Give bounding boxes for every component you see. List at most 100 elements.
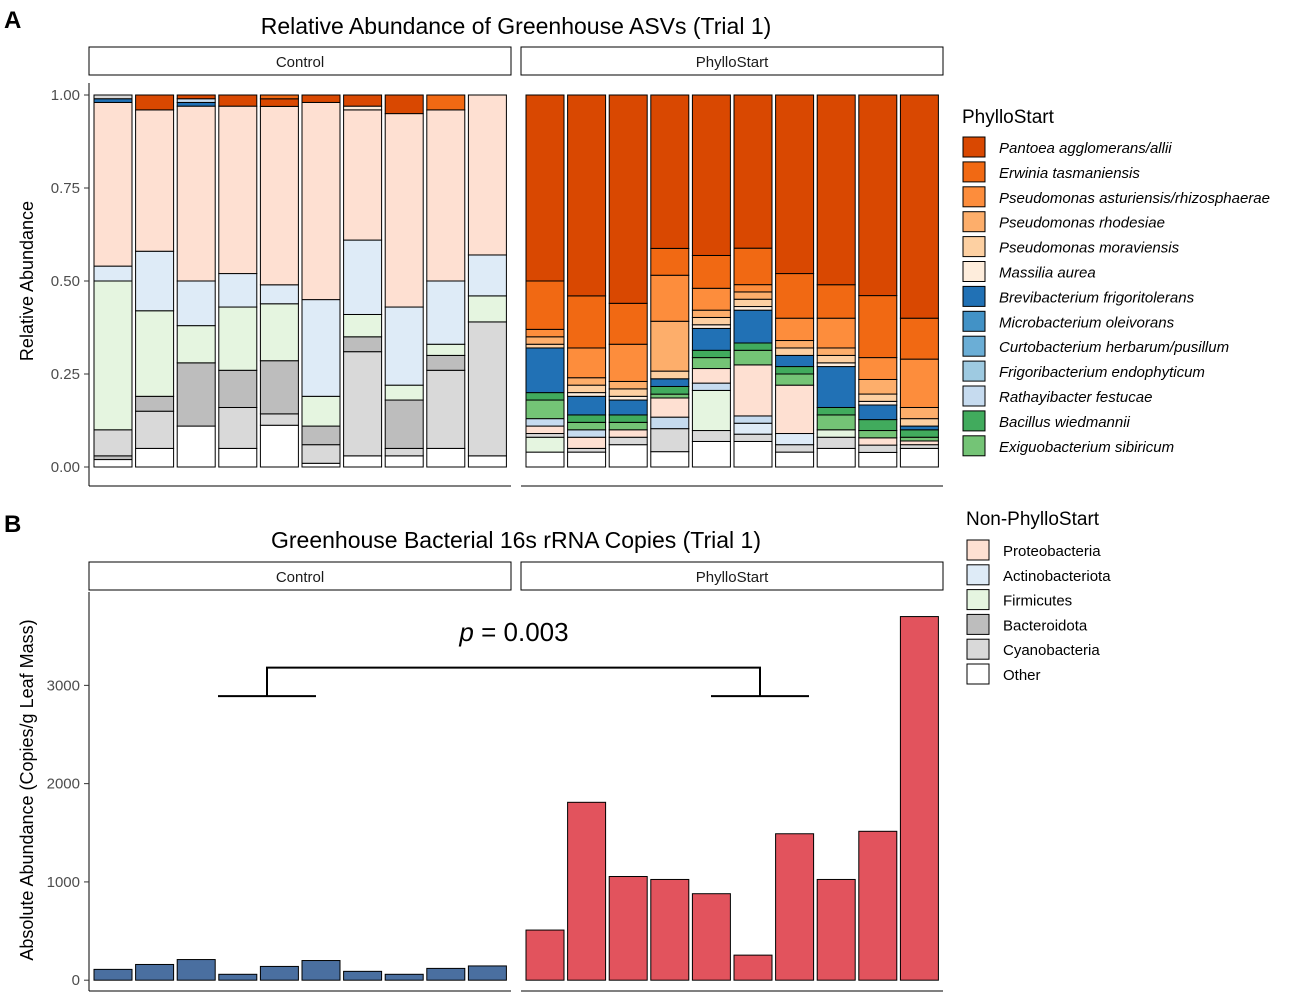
bar-control-2: [135, 963, 175, 981]
bars-b: [93, 616, 939, 981]
segment-proteobacteria: [176, 105, 216, 282]
segment-pseudomonas-asturiensis-rhizosphaerae: [650, 274, 690, 322]
segment-brevibacterium-frigoritolerans: [899, 425, 939, 431]
segment-cyanobacteria: [93, 94, 133, 100]
segment-erwinia-tasmaniensis: [525, 280, 565, 330]
segment-brevibacterium-frigoritolerans: [525, 347, 565, 394]
legend-label: Exiguobacterium sibiricum: [999, 439, 1174, 456]
chart-a-title: Relative Abundance of Greenhouse ASVs (T…: [261, 13, 772, 39]
legend-item-other: Other: [966, 663, 1041, 685]
segment-cyanobacteria: [259, 413, 299, 426]
segment-actinobacteriota: [384, 306, 424, 386]
segment-bacillus-wiedmannii: [608, 414, 648, 423]
segment-actinobacteriota: [343, 239, 383, 315]
bar-phyllostart-7: [775, 833, 815, 981]
stacked-bar-control-6: [301, 94, 341, 468]
segment-firmicutes: [384, 384, 424, 401]
y-ticks-a: 0.00 0.25 0.50 0.75 1.00: [51, 87, 89, 476]
segment-cyanobacteria: [899, 444, 939, 449]
legend-item-rathayibacter-festucae: Rathayibacter festucae: [962, 385, 1152, 407]
segment-firmicutes: [426, 343, 466, 356]
segment-actinobacteriota: [135, 250, 175, 312]
segment-pseudomonas-rhodesiae: [691, 309, 731, 318]
p-value-number: = 0.003: [474, 617, 569, 647]
segment-brevibacterium-frigoritolerans: [176, 101, 216, 107]
segment-massilia-aurea: [858, 400, 898, 406]
segment-firmicutes: [301, 395, 341, 427]
y-axis-label-a: Relative Abundance: [17, 201, 37, 361]
segment-cyanobacteria: [650, 428, 690, 453]
segment-exiguobacterium-sibiricum: [608, 421, 648, 431]
segment-bacillus-wiedmannii: [650, 385, 690, 395]
p-value-label: p = 0.003: [458, 617, 568, 647]
stacked-bar-phyllostart-6: [733, 94, 773, 468]
segment-firmicutes: [467, 295, 507, 323]
segment-bacteroidota: [426, 354, 466, 371]
segment-rathayibacter-festucae: [733, 415, 773, 424]
legend-label: Curtobacterium herbarum/pusillum: [999, 339, 1229, 356]
stacked-bar-phyllostart-10: [899, 94, 939, 468]
segment-other: [343, 455, 383, 468]
segment-pseudomonas-asturiensis-rhizosphaerae: [899, 358, 939, 408]
legend-swatch: [962, 410, 986, 432]
facet-strip-b-phyllostart: PhylloStart: [520, 561, 944, 591]
segment-pseudomonas-asturiensis-rhizosphaerae: [775, 317, 815, 342]
segment-other: [259, 424, 299, 468]
legend-item-pseudomonas-moraviensis: Pseudomonas moraviensis: [962, 236, 1180, 258]
segment-cyanobacteria: [733, 433, 773, 442]
segment-firmicutes: [816, 429, 856, 438]
segment-proteobacteria: [135, 109, 175, 252]
bar-phyllostart-10: [899, 616, 939, 981]
segment-erwinia-tasmaniensis: [733, 247, 773, 286]
y-ticks-b: 0 1000 2000 3000: [47, 677, 89, 989]
y-tick-label: 0.75: [51, 180, 80, 197]
facet-label-b-control: Control: [276, 569, 324, 586]
segment-pantoea-agglomerans-allii: [301, 94, 341, 103]
segment-actinobacteriota: [467, 254, 507, 297]
y-tick-label: 0: [72, 972, 80, 989]
bar-control-10: [467, 965, 507, 981]
legend-item-pseudomonas-asturiensis-rhizosphaerae: Pseudomonas asturiensis/rhizosphaerae: [962, 186, 1270, 208]
segment-pseudomonas-rhodesiae: [733, 291, 773, 300]
segment-pseudomonas-moraviensis: [899, 418, 939, 427]
y-tick-label: 1000: [47, 874, 80, 891]
legend-item-microbacterium-oleivorans: Microbacterium oleivorans: [962, 310, 1175, 332]
segment-pantoea-agglomerans-allii: [608, 94, 648, 304]
bar-control-5: [259, 965, 299, 981]
legend-swatch: [962, 360, 986, 382]
segment-other: [426, 447, 466, 468]
y-tick-label: 0.00: [51, 459, 80, 476]
segment-proteobacteria: [218, 105, 258, 275]
segment-pantoea-agglomerans-allii: [899, 94, 939, 319]
stacked-bar-control-4: [218, 94, 258, 468]
legend-swatch: [962, 261, 986, 282]
legend-item-pseudomonas-rhodesiae: Pseudomonas rhodesiae: [962, 211, 1165, 233]
segment-pseudomonas-rhodesiae: [816, 347, 856, 356]
segment-cyanobacteria: [816, 436, 856, 449]
segment-exiguobacterium-sibiricum: [775, 373, 815, 386]
legend-swatch: [962, 285, 986, 307]
segment-pseudomonas-moraviensis: [567, 384, 607, 394]
segment-pseudomonas-moraviensis: [858, 393, 898, 402]
stacked-bars-a: [93, 94, 939, 468]
segment-pseudomonas-moraviensis: [525, 343, 565, 349]
bar-control-3: [176, 959, 216, 981]
segment-actinobacteriota: [176, 280, 216, 327]
segment-proteobacteria: [93, 101, 133, 267]
stacked-bar-phyllostart-2: [567, 94, 607, 468]
segment-other: [93, 459, 133, 468]
bar-control-9: [426, 967, 466, 981]
segment-cyanobacteria: [858, 444, 898, 453]
segment-cyanobacteria: [93, 429, 133, 457]
segment-pseudomonas-asturiensis-rhizosphaerae: [567, 347, 607, 379]
bar-phyllostart-8: [816, 878, 856, 981]
segment-exiguobacterium-sibiricum: [733, 349, 773, 366]
segment-pseudomonas-asturiensis-rhizosphaerae: [816, 317, 856, 349]
facet-strip-a-control: Control: [88, 46, 512, 76]
segment-other: [691, 440, 731, 468]
segment-other: [467, 455, 507, 468]
y-axis-label-b: Absolute Abundance (Copies/g Leaf Mass): [17, 619, 37, 960]
legend-swatch: [966, 564, 990, 586]
segment-erwinia-tasmaniensis: [691, 254, 731, 289]
legend-item-bacillus-wiedmannii: Bacillus wiedmannii: [962, 410, 1131, 432]
